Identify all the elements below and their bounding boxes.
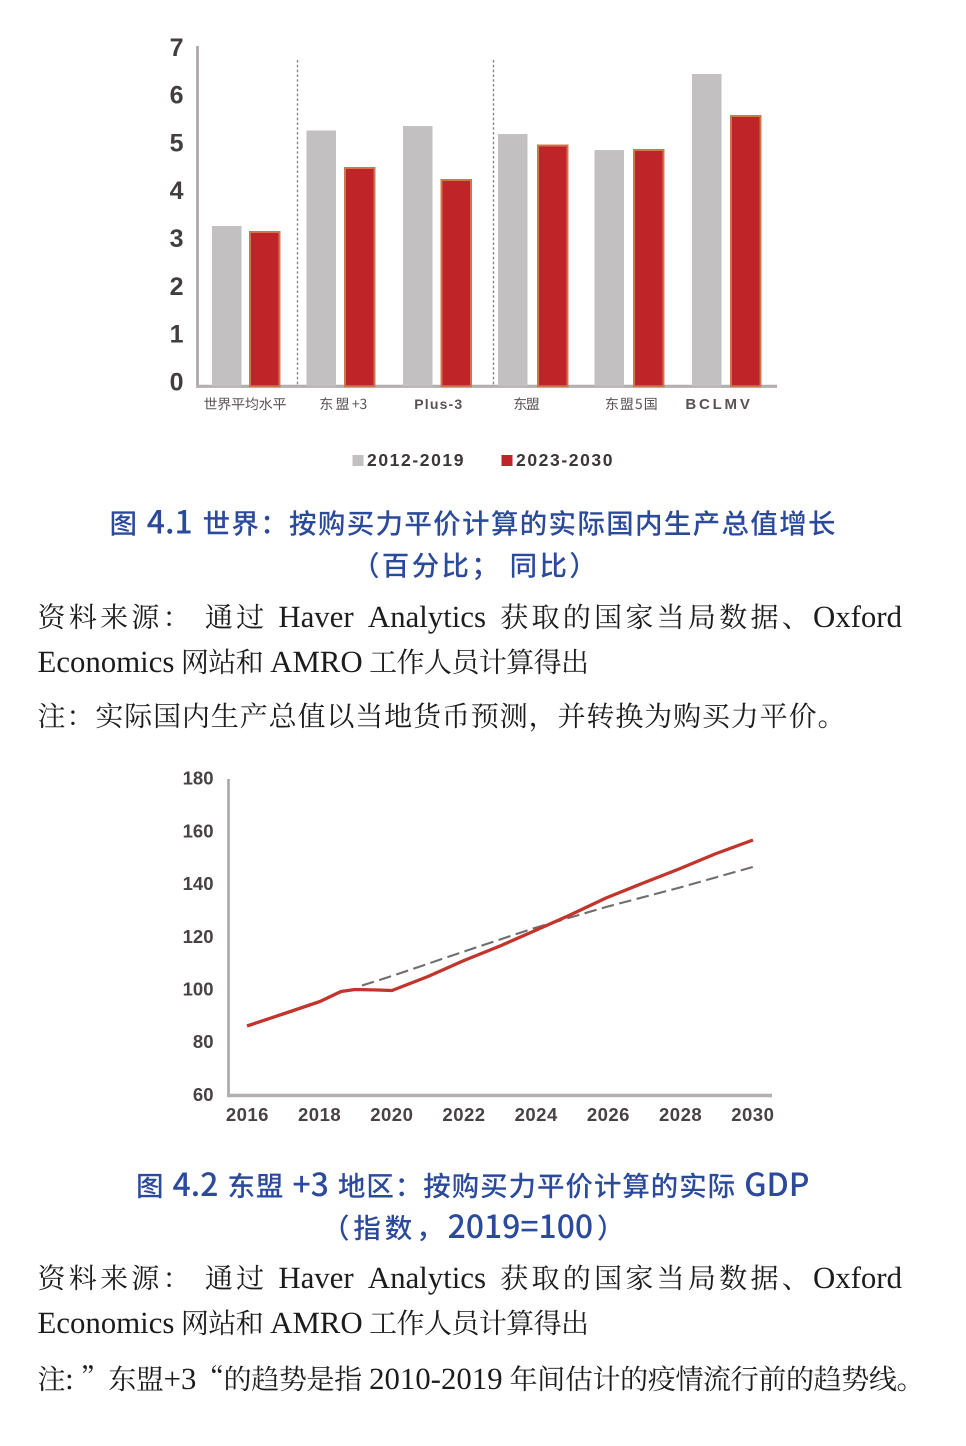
svg-text:2022: 2022	[442, 1104, 485, 1125]
svg-text:7: 7	[170, 34, 184, 62]
svg-text:2: 2	[170, 273, 184, 301]
svg-text:4: 4	[170, 177, 184, 205]
svg-text:1: 1	[170, 321, 184, 349]
svg-text:5: 5	[170, 129, 184, 157]
svg-text:2012-2019: 2012-2019	[367, 450, 465, 470]
svg-text:2026: 2026	[587, 1104, 630, 1125]
svg-text:80: 80	[193, 1031, 214, 1052]
svg-text:100: 100	[183, 979, 214, 1000]
svg-text:Plus-3: Plus-3	[414, 396, 463, 412]
svg-text:6: 6	[170, 82, 184, 110]
svg-text:60: 60	[193, 1084, 214, 1105]
svg-text:2020: 2020	[370, 1104, 413, 1125]
svg-text:2024: 2024	[515, 1104, 558, 1125]
svg-text:180: 180	[183, 768, 214, 789]
svg-text:2016: 2016	[226, 1104, 269, 1125]
svg-text:2030: 2030	[731, 1104, 774, 1125]
svg-text:0: 0	[170, 368, 184, 396]
svg-text:140: 140	[183, 873, 214, 894]
svg-text:2018: 2018	[298, 1104, 341, 1125]
svg-text:2023-2030: 2023-2030	[516, 450, 614, 470]
svg-text:2028: 2028	[659, 1104, 702, 1125]
svg-text:BCLMV: BCLMV	[685, 396, 752, 413]
svg-text:3: 3	[170, 225, 184, 253]
svg-text:160: 160	[183, 820, 214, 841]
svg-text:120: 120	[183, 926, 214, 947]
